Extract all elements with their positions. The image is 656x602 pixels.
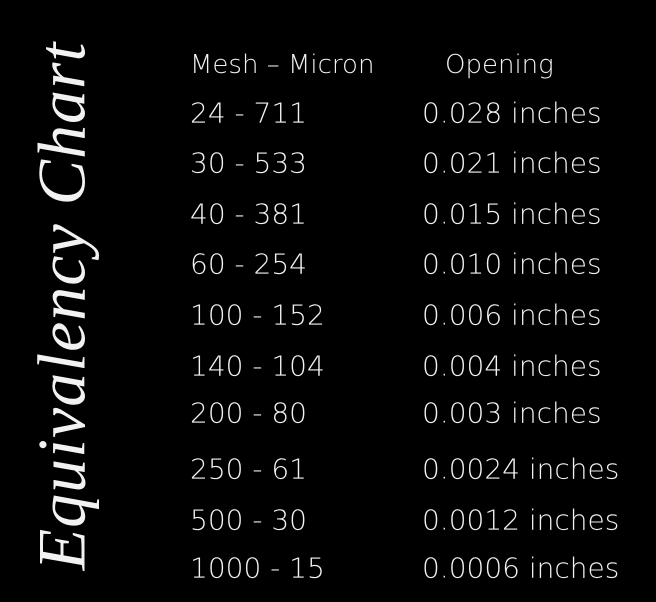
mesh-micron-cell: 250 - 61 [190, 452, 307, 486]
opening-cell: 0.003 inches [422, 396, 602, 430]
mesh-micron-cell: 1000 - 15 [190, 551, 325, 585]
opening-cell: 0.004 inches [422, 349, 602, 383]
opening-cell: 0.006 inches [422, 298, 602, 332]
header-cell: Opening [445, 50, 554, 80]
mesh-micron-cell: 200 - 80 [190, 396, 307, 430]
opening-cell: 0.015 inches [422, 197, 602, 231]
opening-cell: 0.0012 inches [422, 503, 620, 537]
mesh-micron-cell: 100 - 152 [190, 298, 325, 332]
mesh-micron-cell: 500 - 30 [190, 503, 307, 537]
mesh-micron-cell: 40 - 381 [190, 197, 307, 231]
opening-cell: 0.028 inches [422, 96, 602, 130]
vertical-title: Equivalency Chart [23, 41, 100, 571]
opening-cell: 0.010 inches [422, 247, 602, 281]
mesh-micron-cell: 140 - 104 [190, 349, 325, 383]
opening-cell: 0.021 inches [422, 146, 602, 180]
opening-cell: 0.0006 inches [422, 551, 620, 585]
header-cell: Mesh – Micron [190, 50, 375, 80]
mesh-micron-cell: 60 - 254 [190, 247, 307, 281]
mesh-micron-cell: 30 - 533 [190, 146, 307, 180]
opening-cell: 0.0024 inches [422, 452, 620, 486]
mesh-micron-cell: 24 - 711 [190, 96, 307, 130]
